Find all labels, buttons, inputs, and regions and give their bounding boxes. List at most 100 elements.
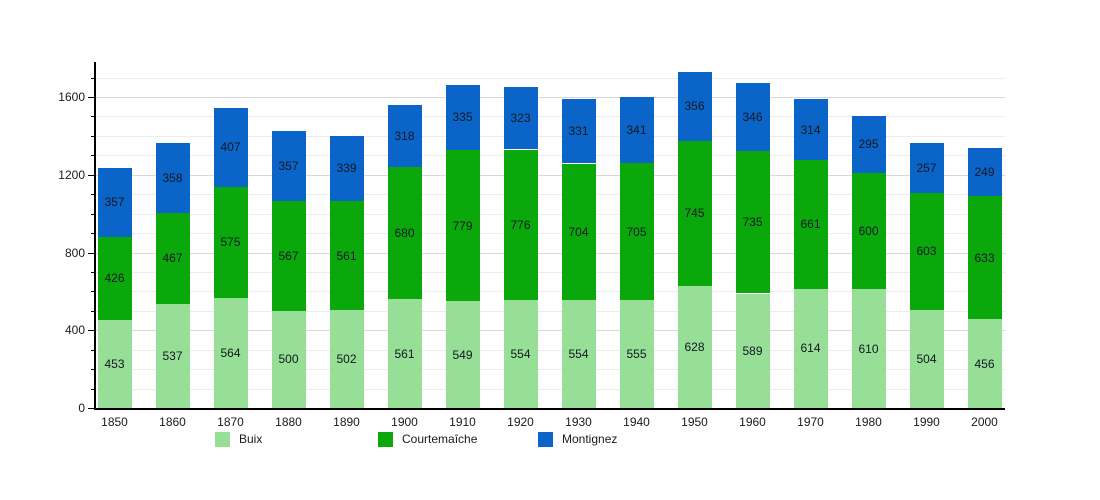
x-tick-label: 1940	[623, 415, 650, 429]
bar-segment-buix-1870: 564	[213, 298, 248, 408]
value-label: 341	[626, 122, 647, 137]
bar-segment-montignez-1870: 407	[213, 107, 248, 187]
value-label: 554	[510, 347, 531, 362]
legend-label: Montignez	[562, 432, 618, 446]
x-tick-label: 1900	[391, 415, 418, 429]
gridline	[95, 252, 1005, 254]
y-axis-tick	[91, 388, 95, 390]
legend-swatch-buix	[215, 431, 230, 447]
x-tick-label: 2000	[971, 415, 998, 429]
value-label: 610	[858, 341, 879, 356]
gridline	[95, 194, 1005, 196]
value-label: 358	[162, 171, 183, 186]
bar-segment-courtemaîche-1860: 467	[155, 212, 190, 304]
x-tick-label: 1960	[739, 415, 766, 429]
bar-segment-montignez-1930: 331	[561, 99, 596, 164]
value-label: 335	[452, 110, 473, 125]
x-tick-label: 1870	[217, 415, 244, 429]
legend-label: Courtemaîche	[402, 432, 478, 446]
bar-segment-courtemaîche-1980: 600	[851, 172, 886, 290]
bar-segment-courtemaîche-1890: 561	[329, 201, 364, 311]
bar-segment-courtemaîche-1940: 705	[619, 163, 654, 301]
value-label: 735	[742, 215, 763, 230]
gridline	[95, 213, 1005, 215]
value-label: 603	[916, 244, 937, 259]
x-tick-label: 1890	[333, 415, 360, 429]
bar-segment-montignez-1970: 314	[793, 99, 828, 161]
bar-segment-courtemaîche-1960: 735	[735, 150, 770, 294]
value-label: 323	[510, 111, 531, 126]
value-label: 779	[452, 218, 473, 233]
value-label: 555	[626, 347, 647, 362]
value-label: 661	[800, 217, 821, 232]
value-label: 339	[336, 161, 357, 176]
value-label: 561	[394, 346, 415, 361]
y-axis-tick	[91, 155, 95, 157]
value-label: 257	[916, 160, 937, 175]
value-label: 504	[916, 352, 937, 366]
bar-segment-montignez-1980: 295	[851, 115, 886, 173]
value-label: 318	[394, 128, 415, 143]
value-label: 776	[510, 217, 531, 232]
bar-segment-buix-1920: 554	[503, 300, 538, 408]
y-axis-tick	[91, 135, 95, 137]
y-axis-tick	[91, 194, 95, 196]
bar-segment-montignez-1910: 335	[445, 84, 480, 150]
value-label: 614	[800, 341, 821, 356]
value-label: 680	[394, 225, 415, 240]
value-label: 575	[220, 235, 241, 250]
legend-swatch-courtemaîche	[378, 431, 393, 447]
bar-segment-buix-1900: 561	[387, 299, 422, 408]
y-axis-tick	[88, 174, 95, 176]
legend-item-courtemaîche: Courtemaîche	[378, 431, 477, 447]
value-label: 314	[800, 122, 821, 137]
x-axis	[94, 408, 1005, 410]
value-label: 295	[858, 137, 879, 152]
bar-segment-buix-1980: 610	[851, 289, 886, 408]
legend-swatch-montignez	[538, 431, 553, 447]
gridline	[95, 77, 1005, 79]
bar-segment-montignez-1950: 356	[677, 71, 712, 142]
y-axis-tick	[91, 349, 95, 351]
bar-segment-courtemaîche-1990: 603	[909, 192, 944, 310]
y-axis-tick	[91, 116, 95, 118]
legend-label: Buix	[239, 432, 263, 446]
bar-segment-montignez-1990: 257	[909, 142, 944, 193]
bar-segment-montignez-1960: 346	[735, 83, 770, 151]
x-tick-label: 1910	[449, 415, 476, 429]
value-label: 456	[974, 356, 995, 371]
bar-segment-buix-1970: 614	[793, 288, 828, 408]
y-axis-tick	[91, 233, 95, 235]
bar-segment-montignez-1890: 339	[329, 135, 364, 202]
bar-segment-courtemaîche-2000: 633	[967, 196, 1002, 320]
y-axis-tick	[91, 213, 95, 215]
x-tick-label: 1880	[275, 415, 302, 429]
gridline	[95, 155, 1005, 157]
y-tick-label: 1600	[58, 90, 85, 104]
value-label: 633	[974, 250, 995, 265]
bar-segment-courtemaîche-1950: 745	[677, 141, 712, 286]
value-label: 502	[336, 352, 357, 367]
value-label: 356	[684, 99, 705, 114]
bar-segment-buix-1990: 504	[909, 310, 944, 408]
y-axis-tick	[88, 330, 95, 332]
bar-segment-courtemaîche-1900: 680	[387, 166, 422, 299]
bar-segment-buix-1910: 549	[445, 301, 480, 408]
value-label: 589	[742, 343, 763, 358]
bar-segment-montignez-1920: 323	[503, 86, 538, 150]
value-label: 628	[684, 339, 705, 354]
value-label: 600	[858, 224, 879, 239]
value-label: 453	[104, 356, 125, 371]
bar-segment-courtemaîche-1970: 661	[793, 160, 828, 289]
y-axis-tick	[88, 97, 95, 98]
x-tick-label: 1970	[797, 415, 824, 429]
bar-segment-courtemaîche-1870: 575	[213, 186, 248, 299]
gridline	[95, 97, 1005, 98]
y-axis	[94, 62, 96, 410]
value-label: 249	[974, 165, 995, 180]
value-label: 554	[568, 347, 589, 362]
bar-segment-courtemaîche-1930: 704	[561, 163, 596, 301]
y-axis-tick	[91, 77, 95, 79]
